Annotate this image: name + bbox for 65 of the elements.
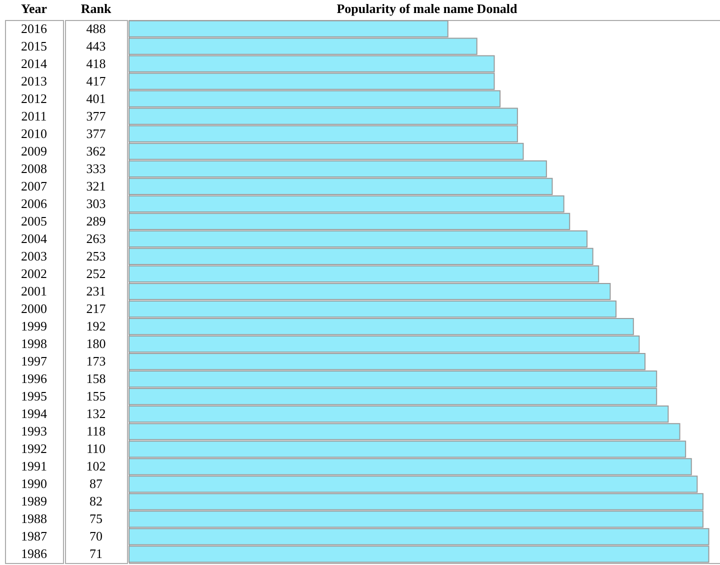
text: 362 — [86, 143, 106, 158]
y-tick-label: 2014 — [21, 56, 48, 71]
text: 71 — [90, 546, 102, 562]
text: 417 — [86, 73, 106, 88]
y-tick-label: 2004 — [21, 230, 48, 246]
y-tick-label: 1993 — [21, 424, 47, 439]
text: 82 — [90, 494, 102, 509]
text: 75 — [90, 511, 102, 526]
y-tick-label: 1992 — [21, 441, 47, 456]
text: 180 — [86, 336, 106, 352]
y-tick-label: 2005 — [21, 213, 47, 228]
text: 102 — [86, 458, 106, 474]
text: 118 — [86, 424, 106, 439]
text: 377 — [86, 126, 106, 141]
text: 253 — [86, 248, 106, 264]
y-tick-label: 2015 — [21, 38, 47, 54]
text: 377 — [86, 108, 106, 124]
y-tick-label: 1986 — [21, 546, 48, 562]
text: 173 — [86, 354, 106, 369]
y-tick-label: 1988 — [21, 511, 47, 526]
text: 217 — [86, 301, 106, 316]
y-tick-label: 2011 — [21, 108, 47, 124]
text: 252 — [86, 266, 106, 281]
text: 321 — [86, 178, 106, 194]
y-tick-label: 1994 — [21, 406, 48, 422]
y-tick-label: 2002 — [21, 266, 47, 281]
y-axis-title: Year — [21, 1, 48, 16]
y-tick-label: 1997 — [21, 354, 48, 369]
text: 488 — [86, 20, 106, 36]
text: 333 — [86, 160, 106, 176]
text: 155 — [86, 388, 106, 404]
text: 70 — [90, 528, 102, 544]
y-tick-label: 2003 — [21, 248, 47, 264]
y-tick-label: 2001 — [21, 284, 47, 298]
text: 303 — [86, 196, 106, 211]
y-tick-label: 1989 — [21, 494, 47, 509]
y-tick-label: 1995 — [21, 388, 47, 404]
text: 192 — [86, 318, 106, 334]
text: 401 — [86, 90, 106, 106]
text: 418 — [86, 56, 106, 71]
y-tick-label: 2016 — [21, 20, 48, 36]
text: 443 — [86, 38, 106, 54]
text: 110 — [86, 441, 106, 456]
text: Rank — [80, 1, 112, 16]
text: 158 — [86, 371, 106, 386]
y-tick-label: 1987 — [21, 528, 48, 544]
text: 289 — [86, 213, 106, 228]
text: 87 — [90, 476, 103, 492]
y-tick-label: 1990 — [21, 476, 47, 492]
chart-title: Popularity of male name Donald — [336, 1, 518, 16]
y-tick-label: 2006 — [21, 196, 48, 211]
y-tick-label: 1999 — [21, 318, 47, 334]
text: 132 — [86, 406, 106, 422]
y-tick-label: 2010 — [21, 126, 47, 141]
y-tick-label: 2000 — [21, 301, 47, 316]
y-tick-label: 2007 — [21, 178, 48, 194]
y-tick-label: 2013 — [21, 73, 47, 88]
text: 263 — [86, 230, 106, 246]
text: 231 — [86, 284, 106, 298]
y-tick-label: 2012 — [21, 90, 47, 106]
y-tick-label: 2009 — [21, 143, 47, 158]
y-tick-label: 2008 — [21, 160, 47, 176]
y-tick-label: 1996 — [21, 371, 48, 386]
y-tick-label: 1991 — [21, 458, 47, 474]
y-tick-label: 1998 — [21, 336, 47, 352]
